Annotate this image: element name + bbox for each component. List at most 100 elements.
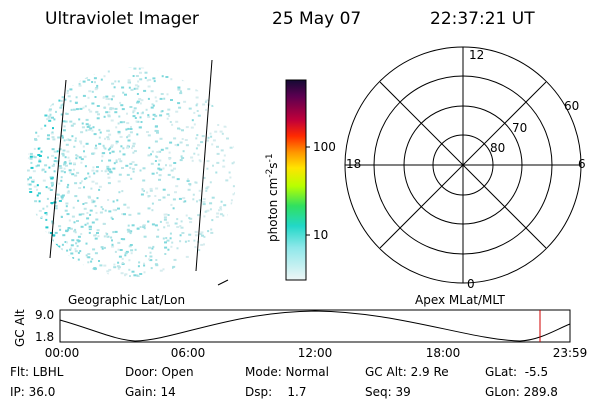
speckle — [119, 249, 123, 251]
speckle — [137, 85, 140, 88]
speckle — [155, 100, 158, 103]
speckle — [155, 259, 158, 261]
speckle — [198, 249, 201, 252]
speckle — [195, 104, 198, 107]
speckle — [190, 156, 194, 159]
speckle — [66, 92, 69, 95]
speckle — [110, 236, 113, 239]
speckle — [184, 200, 187, 203]
speckle — [104, 209, 107, 212]
speckle — [167, 108, 171, 111]
speckle — [205, 187, 209, 190]
speckle — [211, 143, 214, 146]
speckle — [231, 162, 234, 165]
speckle — [88, 124, 91, 127]
speckle — [119, 121, 123, 124]
speckle — [109, 98, 113, 101]
speckle — [100, 170, 103, 172]
speckle — [44, 124, 47, 127]
speckle — [62, 120, 66, 123]
speckle — [95, 144, 97, 147]
speckle — [206, 185, 210, 188]
speckle — [30, 166, 34, 169]
speckle — [75, 242, 78, 245]
speckle — [109, 107, 113, 110]
speckle — [131, 224, 135, 227]
speckle — [118, 173, 122, 176]
speckle — [222, 214, 225, 217]
speckle — [91, 129, 94, 132]
speckle — [177, 102, 181, 105]
speckle — [210, 135, 213, 138]
speckle — [117, 266, 121, 269]
speckle — [136, 274, 139, 277]
speckle — [53, 234, 55, 237]
speckle — [150, 162, 154, 165]
speckle — [193, 152, 196, 155]
speckle — [120, 272, 124, 275]
speckle — [85, 129, 88, 132]
speckle — [185, 214, 188, 217]
speckle — [162, 268, 165, 271]
speckle — [114, 250, 117, 253]
speckle — [167, 173, 171, 176]
speckle — [121, 190, 124, 193]
speckle — [138, 67, 141, 70]
speckle — [47, 156, 49, 159]
speckle — [77, 258, 80, 261]
speckle — [62, 129, 66, 132]
speckle — [109, 108, 113, 111]
speckle — [152, 118, 155, 120]
speckle — [70, 124, 74, 127]
speckle — [50, 177, 54, 180]
speckle — [27, 183, 29, 186]
speckle — [111, 95, 115, 98]
speckle — [167, 224, 170, 227]
speckle — [94, 147, 98, 150]
status-field: IP: 36.0 — [10, 385, 55, 399]
speckle — [166, 239, 170, 242]
speckle — [126, 112, 128, 115]
speckle — [200, 243, 204, 246]
speckle — [36, 194, 39, 197]
speckle — [64, 241, 67, 243]
speckle — [28, 183, 32, 186]
speckle — [142, 179, 146, 182]
speckle — [129, 162, 133, 165]
speckle — [98, 185, 102, 188]
speckle — [169, 164, 172, 167]
speckle — [98, 128, 101, 131]
speckle — [74, 174, 78, 177]
speckle — [138, 98, 142, 100]
speckle — [122, 147, 125, 150]
speckle — [179, 141, 183, 144]
speckle — [197, 144, 201, 147]
speckle — [233, 161, 235, 164]
speckle — [118, 255, 122, 258]
speckle — [76, 171, 80, 174]
speckle — [133, 107, 137, 110]
speckle — [215, 215, 219, 218]
speckle — [51, 183, 54, 186]
speckle — [80, 233, 83, 235]
speckle — [62, 154, 65, 157]
speckle — [117, 122, 120, 125]
speckle — [151, 209, 154, 212]
speckle — [188, 107, 192, 110]
speckle — [148, 146, 151, 149]
speckle — [133, 67, 137, 70]
speckle — [129, 232, 132, 235]
speckle — [147, 220, 150, 223]
polar-label: 12 — [469, 48, 484, 62]
speckle — [94, 81, 96, 84]
speckle — [79, 182, 82, 185]
speckle — [189, 217, 193, 220]
speckle — [197, 153, 200, 156]
speckle — [207, 230, 210, 233]
speckle — [169, 237, 172, 240]
speckle — [165, 213, 168, 216]
speckle — [167, 248, 170, 251]
ring-label: 60 — [564, 99, 579, 113]
speckle — [67, 228, 70, 231]
